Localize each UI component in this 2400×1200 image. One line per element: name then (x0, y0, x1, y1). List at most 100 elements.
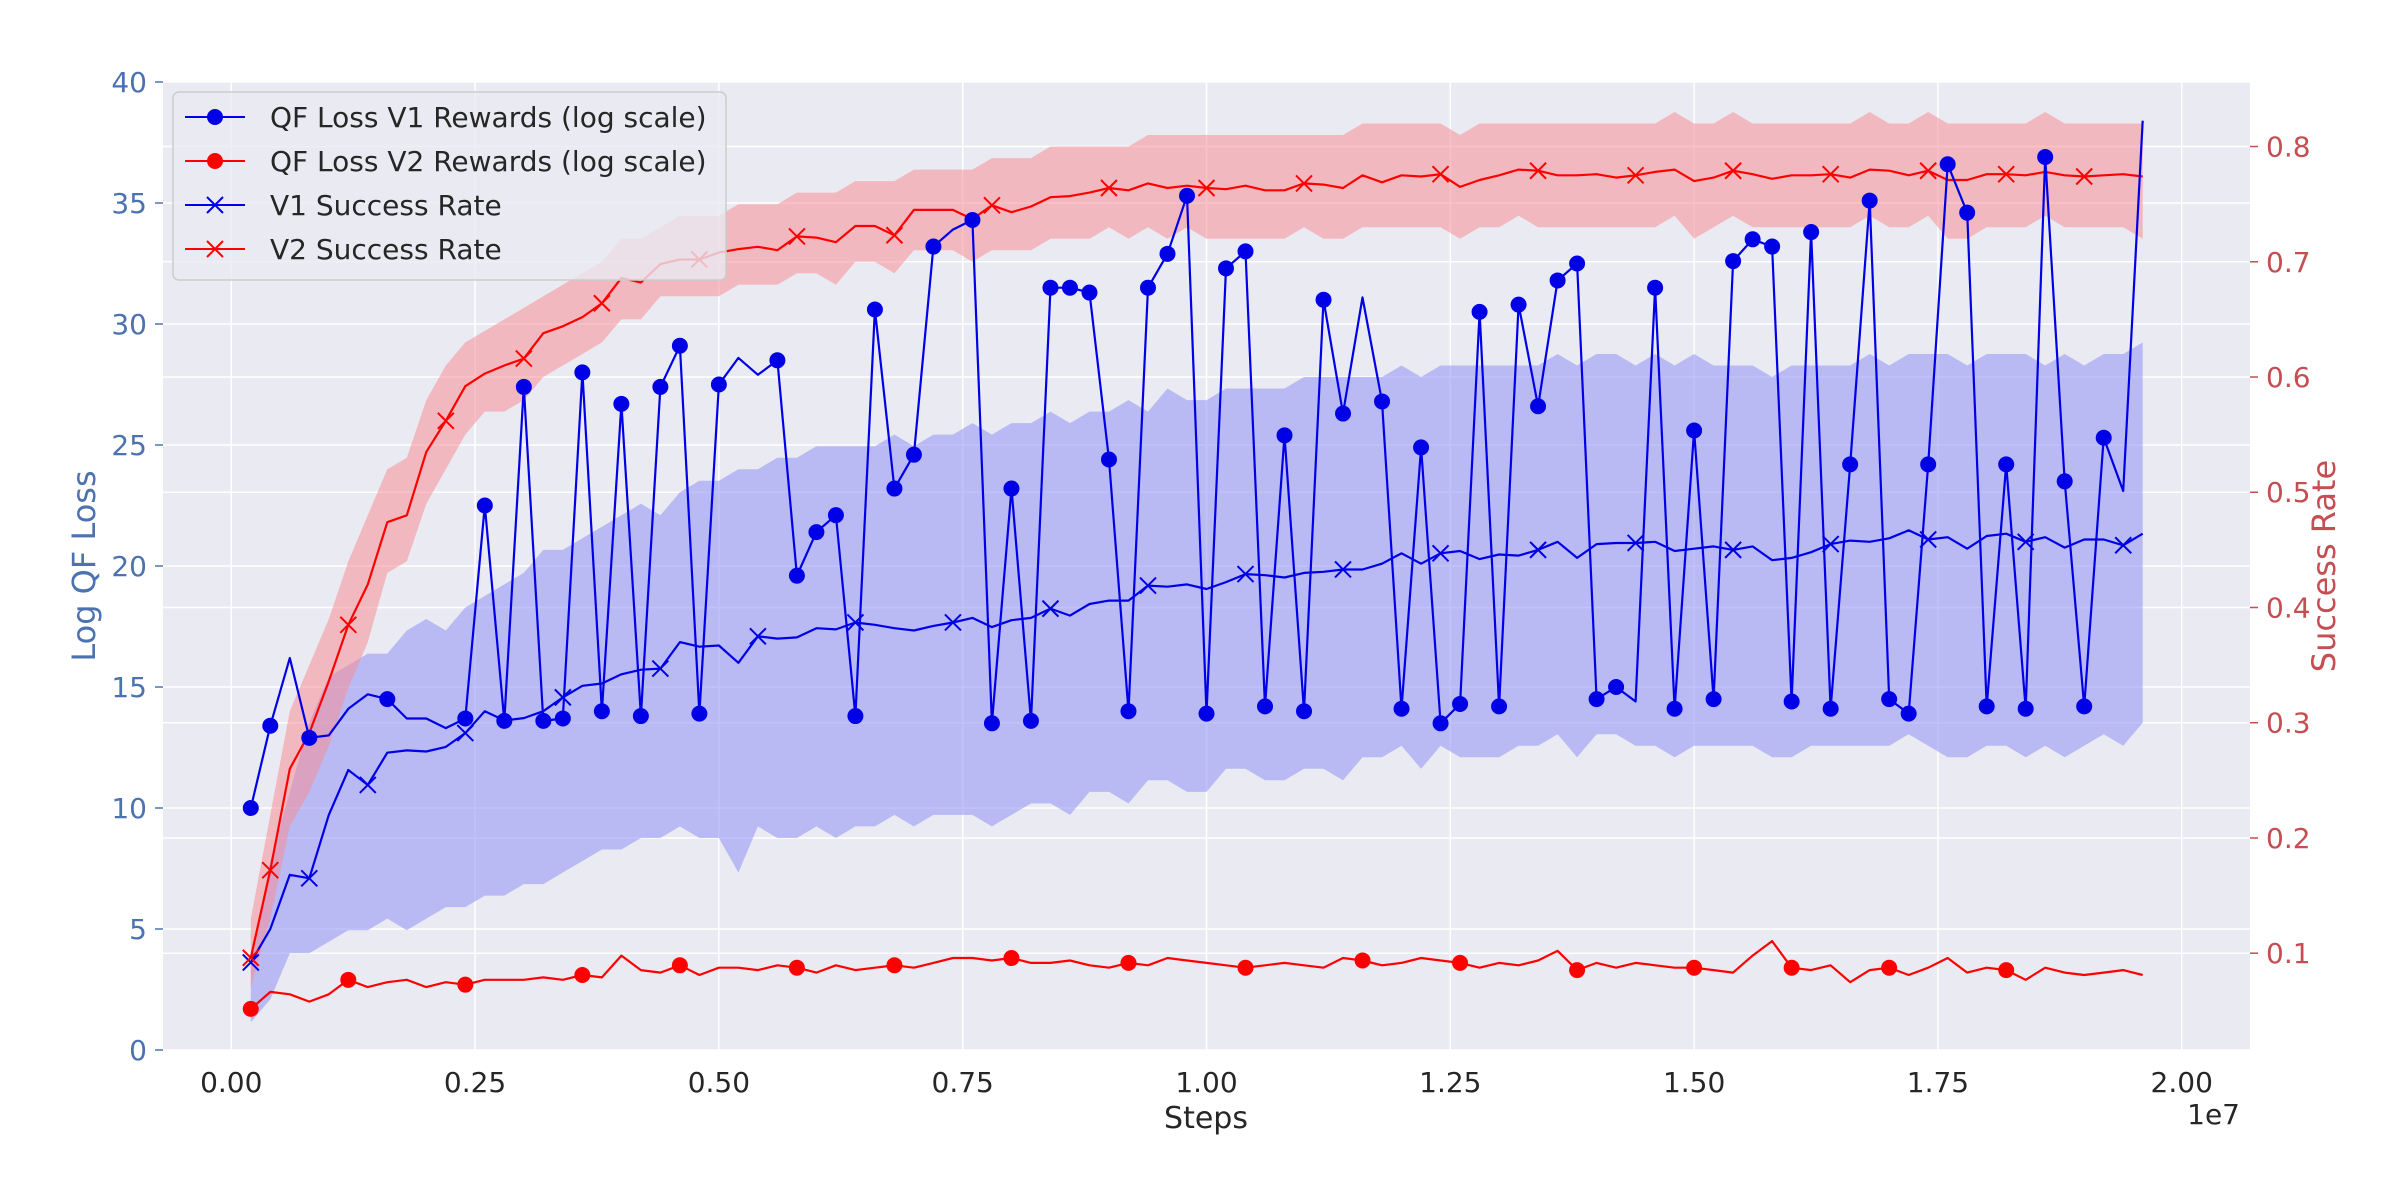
v1-rewards-point (769, 352, 786, 369)
v1-rewards-point (1530, 398, 1547, 415)
v2-rewards-point (1783, 959, 1800, 976)
v1-rewards-point (2037, 149, 2054, 166)
v1-rewards-point (1237, 243, 1254, 260)
v1-rewards-point (242, 800, 259, 816)
legend-box (172, 91, 727, 281)
v1-rewards-point (1393, 700, 1410, 717)
v1-rewards-point (1569, 255, 1586, 272)
v1-rewards-point (1608, 679, 1625, 695)
v2-success-point (1919, 162, 1937, 180)
legend-item-v2-rewards: QF Loss V2 Rewards (log scale) (185, 145, 707, 178)
x-axis-label: Steps (1164, 1101, 1248, 1136)
v1-rewards-point (1296, 703, 1313, 720)
v1-rewards-point (1022, 712, 1039, 729)
v1-success-point (300, 869, 318, 888)
x-tick-label: 0.75 (932, 1066, 994, 1099)
legend-label-v1-rewards: QF Loss V1 Rewards (log scale) (270, 101, 707, 134)
v1-rewards-point (710, 376, 727, 393)
v2-success-band (250, 112, 2143, 988)
v1-rewards-point (2095, 429, 2112, 446)
v1-success-point (944, 613, 962, 632)
v1-rewards-point (1783, 693, 1800, 710)
v1-rewards-line (249, 120, 2144, 809)
v1-success-point (554, 688, 572, 707)
y-left-tick-label: 20 (111, 550, 147, 583)
v1-rewards-point (1335, 405, 1352, 422)
v1-rewards-point (1042, 279, 1059, 296)
v2-success-point (1626, 166, 1645, 185)
x-tick-label: 1.75 (1907, 1066, 1969, 1099)
v1-success-point (1041, 599, 1060, 618)
v1-rewards-point (1276, 427, 1293, 444)
v1-rewards-point (925, 238, 942, 255)
v1-rewards-point (1003, 480, 1020, 497)
v1-rewards-point (1647, 279, 1664, 296)
x-tick-label: 1.25 (1419, 1066, 1481, 1099)
v1-rewards-point (1803, 224, 1820, 241)
v1-rewards-point (1139, 279, 1156, 296)
y-right-tick-label: 0.2 (2266, 822, 2311, 855)
legend: QF Loss V1 Rewards (log scale) QF Loss V… (172, 91, 727, 281)
v1-rewards-point (691, 705, 708, 722)
v1-rewards-point (1861, 192, 1878, 209)
v1-rewards-point (1764, 238, 1781, 255)
v1-rewards-point (2017, 700, 2034, 717)
v1-rewards-point (866, 301, 883, 318)
v2-rewards-point (886, 957, 903, 974)
v1-rewards-point (1705, 691, 1722, 708)
y-left-tick-label: 30 (111, 308, 147, 341)
v1-rewards-point (1257, 698, 1274, 715)
v1-rewards-point (1374, 393, 1391, 410)
v2-rewards-point (1003, 950, 1020, 967)
v1-rewards-point (1939, 156, 1956, 173)
v1-rewards-point (788, 567, 805, 584)
y-right-tick-label: 0.1 (2266, 937, 2311, 970)
v2-success-point (788, 227, 806, 246)
y-right-tick-label: 0.8 (2266, 131, 2311, 164)
v1-success-point (651, 659, 670, 678)
v1-rewards-point (1120, 703, 1137, 720)
v2-rewards-point (1452, 954, 1469, 971)
x-tick-label: 0.00 (200, 1066, 262, 1099)
v1-rewards-point (1218, 260, 1235, 277)
v1-rewards-point (535, 712, 552, 729)
v1-rewards-point (1881, 691, 1898, 708)
axes: 0.00 0.25 0.50 0.75 1.00 1.25 1.50 1.75 2.00 0 5 10… (111, 66, 2310, 1099)
y-left-tick-label: 25 (111, 429, 147, 462)
y-right-tick-label: 0.6 (2266, 361, 2311, 394)
v2-rewards-point (1120, 954, 1137, 971)
legend-item-v1-rewards: QF Loss V1 Rewards (log scale) (185, 101, 707, 134)
v2-success-point (1529, 162, 1547, 180)
v1-success-point (846, 613, 865, 632)
v1-rewards-point (1920, 456, 1937, 473)
v2-success-point (242, 949, 260, 967)
v1-success-band (250, 342, 2143, 1023)
x-tick-label: 0.50 (688, 1066, 750, 1099)
v1-success-point (1431, 544, 1450, 563)
v1-rewards-point (379, 691, 396, 708)
v2-rewards-point (788, 959, 805, 976)
legend-marker-v2-rewards (207, 153, 223, 169)
v2-success-point (885, 226, 904, 244)
v1-rewards-point (1959, 204, 1976, 221)
v2-rewards-point (1686, 959, 1703, 976)
v1-rewards-point (808, 524, 825, 541)
v1-rewards-point (476, 497, 493, 514)
v2-success-line (249, 168, 2143, 959)
v1-rewards-point (1413, 439, 1430, 456)
v1-rewards-point (593, 703, 610, 720)
y-left-tick-label: 10 (111, 792, 147, 825)
v1-rewards-point (2076, 698, 2093, 715)
v1-rewards-point (1686, 422, 1703, 439)
v1-rewards-point (1061, 279, 1078, 296)
v1-rewards-point (1491, 698, 1508, 715)
v2-success-point (983, 196, 1001, 215)
y-right-tick-label: 0.3 (2266, 707, 2311, 740)
v1-rewards-point (613, 395, 630, 412)
v2-rewards-point (1569, 962, 1586, 979)
v1-success-point (456, 724, 475, 742)
v1-rewards-point (1510, 296, 1527, 313)
v1-rewards-point (1822, 700, 1839, 717)
x-axis-scale-label: 1e7 (2187, 1098, 2240, 1131)
legend-label-v2-rewards: QF Loss V2 Rewards (log scale) (270, 145, 707, 178)
